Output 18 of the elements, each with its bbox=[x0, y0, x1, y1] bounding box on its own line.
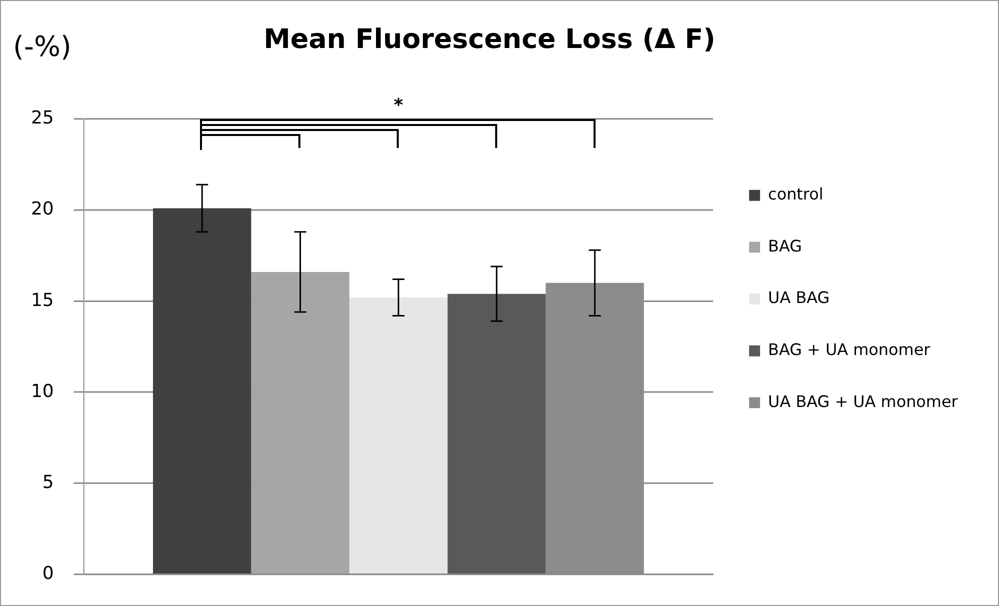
bar bbox=[349, 297, 448, 574]
legend-label: BAG bbox=[768, 236, 802, 256]
legend-label: BAG + UA monomer bbox=[768, 340, 931, 359]
legend-label: UA BAG + UA monomer bbox=[768, 392, 958, 411]
y-tick-label: 25 bbox=[30, 108, 54, 129]
y-axis-title: (-%) bbox=[12, 30, 72, 64]
chart-title: Mean Fluorescence Loss (Δ F) bbox=[264, 24, 716, 56]
bar bbox=[448, 294, 546, 574]
legend-label: control bbox=[768, 184, 824, 204]
y-tick-label: 0 bbox=[42, 562, 54, 584]
bar bbox=[251, 272, 350, 574]
y-tick-label: 10 bbox=[30, 380, 54, 402]
y-tick-label: 5 bbox=[42, 472, 54, 493]
y-tick-label: 20 bbox=[30, 198, 54, 220]
bar bbox=[152, 208, 252, 574]
text: * bbox=[394, 95, 404, 116]
legend-label: UA BAG bbox=[768, 288, 830, 308]
y-tick-label: 15 bbox=[30, 290, 54, 311]
